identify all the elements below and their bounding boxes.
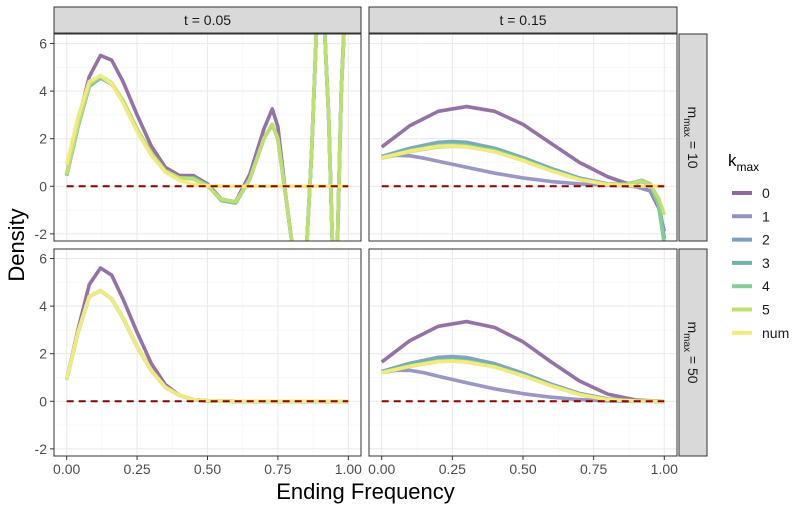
legend-title-subscript: max (737, 160, 760, 174)
y-tick-label: 4 (39, 83, 47, 99)
y-tick-label: -2 (35, 226, 48, 242)
x-tick-label: 1.00 (651, 461, 678, 477)
row-strip-label: mmax = 50 (681, 321, 701, 383)
y-tick-label: 6 (39, 251, 47, 267)
strip-background (368, 6, 678, 34)
y-tick-label: 2 (39, 131, 47, 147)
y-tick-label: 0 (39, 393, 47, 409)
strip-background (678, 248, 708, 457)
legend-title: kmax (728, 151, 759, 174)
row-strip-var: m (685, 321, 701, 333)
x-tick-label: 0.50 (509, 461, 536, 477)
panel-border (368, 33, 678, 242)
legend-label: 1 (762, 208, 770, 224)
series-group (380, 104, 667, 241)
legend-item-2: 2 (732, 232, 770, 248)
x-tick-label: 0.50 (194, 461, 221, 477)
row-strip-var: m (685, 106, 701, 118)
x-tick-label: 0.75 (264, 461, 291, 477)
panel-r0-c1 (368, 33, 678, 242)
legend-label: 4 (762, 278, 770, 294)
panel-r0-c0 (53, 33, 362, 242)
column-strip-label: t = 0.15 (499, 12, 546, 28)
row-strip-subscript: max (681, 118, 692, 137)
legend-label: 0 (762, 185, 770, 201)
row-strip-value: = 50 (685, 352, 701, 384)
legend-label: 2 (762, 232, 770, 248)
series-group (64, 34, 349, 241)
legend-item-3: 3 (732, 255, 770, 271)
legend-label: 3 (762, 255, 770, 271)
y-tick-label: 0 (39, 178, 47, 194)
legend-item-1: 1 (732, 208, 770, 224)
y-tick-label: -2 (35, 441, 48, 457)
legend-item-4: 4 (732, 278, 770, 294)
series-line-kmax-0 (380, 319, 665, 404)
series-line-kmax-num (381, 144, 665, 189)
column-strip-0: t = 0.05 (53, 6, 362, 34)
strip-background (53, 6, 362, 34)
row-strip-label: mmax = 10 (681, 106, 701, 168)
panel-r1-c1 (368, 248, 678, 457)
legend-item-0: 0 (732, 185, 770, 201)
x-tick-label: 0.25 (439, 461, 466, 477)
y-tick-label: 2 (39, 346, 47, 362)
series-line-kmax-1 (381, 153, 667, 239)
legend-item-num: num (732, 325, 789, 341)
series-line-kmax-0 (64, 34, 346, 241)
x-tick-label: 1.00 (335, 461, 362, 477)
panels-layer (53, 33, 678, 457)
panel-border (53, 33, 362, 242)
row-strip-0: mmax = 10 (678, 33, 708, 242)
legend-title-main: k (728, 151, 737, 170)
x-tick-label: 0.25 (123, 461, 150, 477)
series-line-kmax-num (381, 359, 665, 404)
y-tick-label: 4 (39, 298, 47, 314)
row-strip-subscript: max (681, 333, 692, 352)
x-axis-title: Ending Frequency (276, 479, 455, 504)
row-strip-1: mmax = 50 (678, 248, 708, 457)
x-tick-label: 0.75 (580, 461, 607, 477)
row-strip-value: = 10 (685, 137, 701, 169)
y-axis-title: Density (4, 208, 29, 281)
series-group (380, 319, 665, 404)
x-tick-label: 0.00 (368, 461, 395, 477)
y-tick-label: 6 (39, 36, 47, 52)
panel-r1-c0 (53, 248, 362, 457)
column-strip-label: t = 0.05 (184, 12, 231, 28)
legend-item-5: 5 (732, 302, 770, 318)
series-group (64, 266, 349, 404)
legend-label: 5 (762, 302, 770, 318)
column-strip-1: t = 0.15 (368, 6, 678, 34)
axes-layer: -2 0 2 4 6 -2 0 2 4 6 0.00 0.25 0.50 0.75 1.00 0.00 0.25… (4, 36, 678, 504)
x-tick-label: 0.00 (53, 461, 80, 477)
strip-background (678, 33, 708, 242)
legend-label: num (762, 325, 789, 341)
